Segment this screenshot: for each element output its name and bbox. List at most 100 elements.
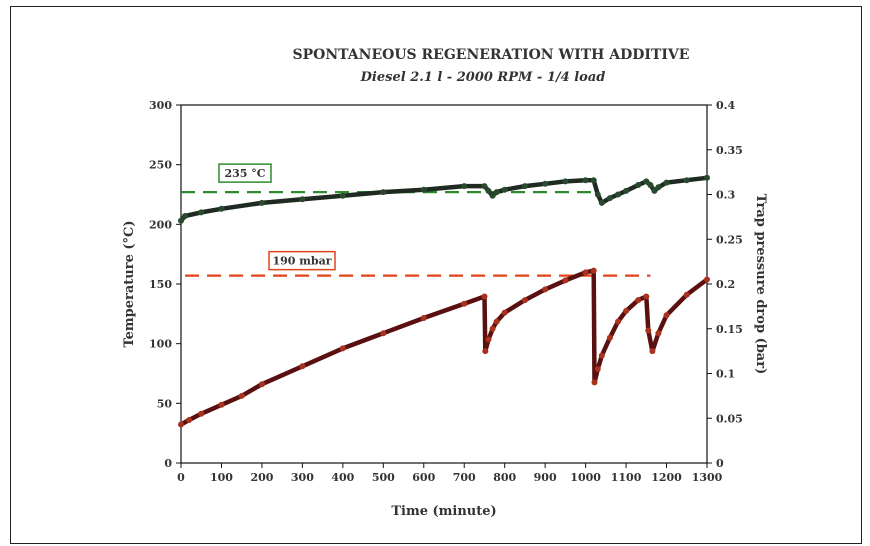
series-temperature-line (178, 175, 710, 224)
series-pressure-drop-point (521, 297, 528, 304)
reference-label: 235 °C (224, 167, 265, 180)
series-temperature-point (489, 192, 496, 199)
y-tick-label: 50 (157, 397, 173, 410)
chart-subtitle: Diesel 2.1 l - 2000 RPM - 1/4 load (360, 70, 606, 85)
series-temperature-point (501, 186, 508, 193)
series-temperature-point (643, 178, 650, 185)
series-temperature-point (182, 213, 188, 219)
y2-axis-ticks: 0 0.05 0.1 0.15 0.2 0.25 0.3 0.35 0.4 (707, 99, 743, 470)
x-tick-label: 600 (412, 471, 435, 484)
series-pressure-drop-point (339, 345, 346, 352)
x-tick-label: 400 (331, 471, 354, 484)
x-tick-label: 800 (493, 471, 516, 484)
series-pressure-drop-point (635, 297, 642, 304)
series-pressure-drop-point (598, 352, 605, 359)
series-pressure-drop-point (594, 366, 601, 372)
series-temperature-point (521, 183, 528, 190)
series-pressure-drop-point (198, 410, 205, 417)
series-temperature-point (542, 180, 549, 187)
series-temperature-point (623, 187, 630, 194)
x-tick-label: 900 (534, 471, 557, 484)
series-temperature-point (218, 205, 225, 212)
series-pressure-drop-point (591, 379, 598, 386)
series-pressure-drop-point (562, 277, 569, 284)
x-tick-label: 1100 (611, 471, 642, 484)
series-temperature-point (598, 199, 605, 206)
series-temperature-point (339, 192, 346, 199)
y-axis-ticks: 0 50 100 150 200 250 300 (149, 99, 181, 470)
y-tick-label: 0 (164, 457, 172, 470)
series-temperature-point (493, 189, 500, 196)
reference-label-box (218, 163, 272, 183)
series-temperature-point (178, 217, 184, 224)
series-temperature-point (590, 177, 597, 184)
y-tick-label: 300 (149, 99, 172, 112)
y-tick-label: 250 (149, 159, 172, 172)
series-pressure-drop-point (299, 363, 306, 370)
x-tick-label: 1200 (651, 471, 682, 484)
series-temperature-point (420, 186, 427, 193)
series-pressure-drop-point (489, 325, 496, 332)
series-pressure-drop-point (218, 401, 225, 408)
series-pressure-drop-point (683, 291, 690, 298)
y2-tick-label: 0.3 (716, 189, 735, 202)
series-pressure-drop-point (590, 267, 597, 274)
y-tick-label: 200 (149, 218, 172, 231)
series-pressure-drop-point (615, 318, 621, 325)
y2-tick-label: 0.2 (716, 278, 735, 291)
y-tick-label: 100 (149, 338, 172, 351)
series-pressure-drop-point (582, 269, 589, 276)
x-tick-label: 0 (177, 471, 185, 484)
x-tick-label: 200 (250, 471, 273, 484)
chart: SPONTANEOUS REGENERATION WITH ADDITIVE D… (122, 47, 768, 519)
series-temperature-point (198, 209, 205, 216)
series-temperature-point (615, 191, 621, 198)
series-pressure-drop-point (380, 330, 387, 337)
series-pressure-drop-point (501, 309, 508, 316)
y2-tick-label: 0.4 (716, 99, 735, 112)
figure-frame: SPONTANEOUS REGENERATION WITH ADDITIVE D… (10, 6, 862, 544)
plot-area (180, 104, 708, 464)
series-pressure-drop-point (663, 312, 670, 319)
series-pressure-drop-point (623, 307, 630, 314)
series-pressure-drop-point (258, 381, 265, 388)
series-pressure-drop-point (461, 300, 468, 307)
series-pressure-drop-point (482, 348, 489, 355)
x-tick-label: 500 (372, 471, 395, 484)
reference-label: 190 mbar (272, 255, 331, 268)
y2-tick-label: 0.05 (716, 412, 743, 425)
series-temperature-point (655, 184, 662, 191)
y-axis-label: Temperature (°C) (122, 220, 137, 347)
x-tick-label: 100 (210, 471, 233, 484)
series-pressure-drop-point (178, 421, 184, 428)
series-group (178, 174, 710, 428)
x-tick-label: 1000 (570, 471, 601, 484)
series-temperature-point (594, 191, 601, 198)
series-pressure-drop-point (643, 293, 650, 300)
series-pressure-drop-line (178, 268, 710, 427)
series-temperature-point (647, 182, 654, 188)
y2-tick-label: 0 (716, 457, 724, 470)
series-pressure-drop-point (704, 276, 710, 283)
series-pressure-drop-point (493, 318, 500, 325)
chart-title: SPONTANEOUS REGENERATION WITH ADDITIVE (293, 47, 690, 63)
series-pressure-drop-point (238, 392, 245, 399)
series-temperature-point (258, 199, 265, 206)
x-tick-label: 700 (453, 471, 476, 484)
y-tick-label: 150 (149, 278, 172, 291)
y2-tick-label: 0.1 (716, 368, 735, 381)
series-temperature-point (606, 195, 613, 202)
series-temperature-point (651, 187, 658, 194)
series-temperature-point (562, 178, 569, 185)
series-temperature-point (481, 183, 488, 190)
series-temperature-point (704, 174, 710, 181)
series-temperature-point (461, 183, 468, 190)
series-temperature-point (635, 182, 642, 188)
y2-tick-label: 0.25 (716, 233, 743, 246)
series-pressure-drop-point (655, 330, 662, 337)
series-temperature-point (485, 187, 492, 194)
y2-axis-label: Trap pressure drop (bar) (753, 194, 768, 374)
x-tick-label: 1300 (692, 471, 723, 484)
x-axis-label: Time (minute) (391, 504, 496, 519)
series-temperature-point (663, 179, 670, 186)
